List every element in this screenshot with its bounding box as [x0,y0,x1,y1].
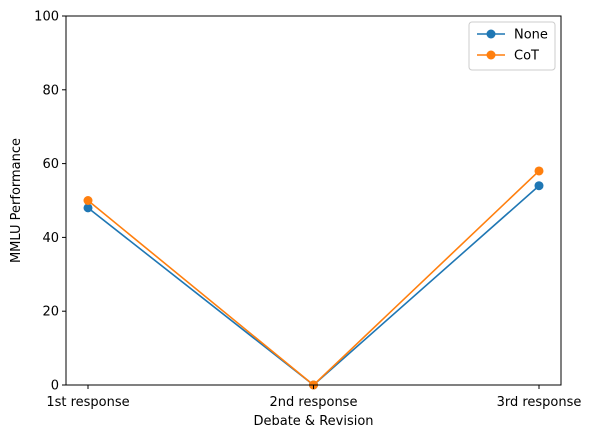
legend-label: None [514,28,548,43]
y-tick-label: 60 [42,157,59,172]
data-point-cot [83,196,93,205]
data-point-none [534,181,544,191]
y-tick-label: 80 [42,83,59,98]
data-point-none [83,203,93,213]
x-axis-label: Debate & Revision [253,414,373,429]
y-tick-label: 100 [34,10,59,25]
axis-ticks: 0 20 40 60 80 100 1st response 2nd response 3rd … [34,10,581,411]
legend-marker [486,50,496,60]
legend-label: CoT [514,49,539,64]
y-axis-label: MMLU Performance [9,138,24,263]
legend: None CoT [468,21,556,71]
y-tick-label: 40 [42,231,59,246]
x-tick-label: 1st response [46,395,129,410]
legend-marker [486,29,496,39]
y-tick-label: 20 [42,305,59,320]
x-tick-label: 2nd response [270,395,358,410]
plot-area [83,166,544,390]
data-point-cot [534,166,544,176]
x-tick-label: 3rd response [497,395,582,410]
y-tick-label: 0 [51,379,59,394]
